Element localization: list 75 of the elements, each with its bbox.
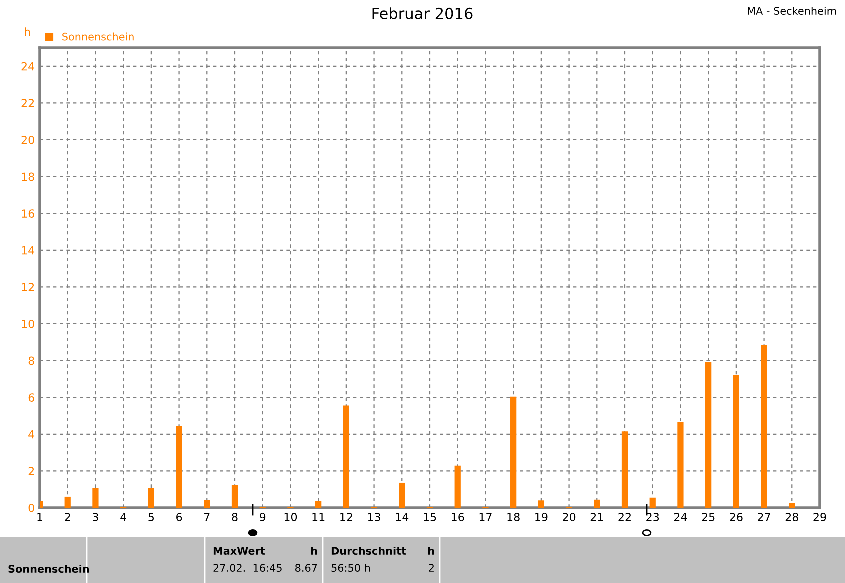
x-tick-label: 4 [120,513,126,522]
x-tick-label: 10 [284,513,298,522]
x-tick-label: 13 [368,513,380,522]
x-tick-label: 23 [646,513,660,522]
y-tick-label: 20 [22,136,34,144]
x-tick-label: 15 [424,513,436,522]
bar [594,500,600,508]
bar [733,376,740,508]
x-tick-label: 7 [204,513,210,522]
x-tick-label: 6 [176,513,182,522]
x-tick-label: 29 [814,513,826,522]
bar [92,488,99,508]
bar [510,396,517,508]
bar [454,466,461,508]
y-tick-label: 12 [22,283,34,292]
x-tick-label: 5 [148,513,154,522]
y-tick-label: 0 [28,504,34,512]
y-tick-label: 4 [28,430,35,439]
y-tick-label: 22 [22,99,34,108]
text: h [311,546,318,555]
chart-subtitle: MA - Seckenheim [748,6,836,16]
bar [232,485,238,508]
x-tick-label: 24 [674,513,688,522]
text: 27.02. 16:45 [214,564,282,572]
text: 56:50 h [332,564,370,572]
text: 2 [429,564,434,572]
x-tick-label: 2 [65,513,70,522]
chart-title: Februar 2016 [372,8,473,20]
x-tick-label: 3 [93,513,98,522]
x-tick-label: 11 [312,513,325,522]
bar [761,345,768,508]
x-tick-label: 22 [618,513,631,522]
x-tick-label: 8 [232,513,238,522]
bar [316,501,322,508]
x-tick-label: 16 [452,513,464,522]
text: 8.67 [296,564,318,572]
x-tick-label: 21 [590,513,604,522]
x-tick-label: 25 [702,513,715,522]
text: Sonnenschein [8,564,89,574]
legend-label: Sonnenschein [62,32,134,41]
text: Durchschnitt [332,546,406,556]
x-tick-label: 19 [536,513,548,522]
y-tick-label: 16 [22,210,34,218]
x-tick-label: 14 [396,513,409,522]
bar [678,422,684,508]
y-tick-label: 18 [22,172,34,182]
x-tick-label: 12 [340,513,352,522]
x-tick-label: 1 [38,513,43,522]
bar [622,432,628,508]
text: MaxWert [214,547,266,556]
x-tick-label: 27 [758,513,770,522]
y-tick-label: 24 [22,62,35,71]
y-axis-title: h [25,28,30,36]
y-tick-label: 10 [22,320,34,328]
x-tick-label: 18 [508,513,520,522]
bar [176,426,182,508]
y-tick-label: 2 [28,467,34,476]
x-tick-label: 26 [730,513,743,522]
bar [64,496,71,508]
x-tick-label: 28 [786,513,798,522]
y-tick-label: 14 [22,246,35,255]
bar [343,406,350,508]
bar [650,498,656,508]
x-tick-label: 17 [480,513,492,522]
y-tick-label: 8 [28,356,34,366]
bar [538,500,544,508]
y-tick-label: 6 [28,394,34,402]
x-tick-label: 9 [260,513,266,522]
bar [399,482,406,508]
text: h [428,546,434,555]
bar [148,488,154,508]
bar [706,362,712,508]
bar [204,500,210,508]
bar [789,503,796,508]
x-tick-label: 20 [563,513,576,522]
